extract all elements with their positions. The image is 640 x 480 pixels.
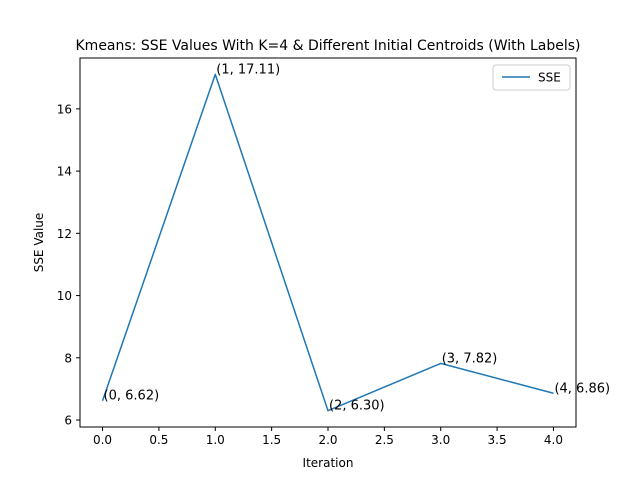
- legend: SSE: [492, 64, 571, 91]
- data-point-label: (1, 17.11): [216, 62, 280, 77]
- data-point-label: (0, 6.62): [104, 389, 160, 404]
- x-tick-label: 2.5: [375, 433, 394, 447]
- y-tick-label: 10: [57, 289, 72, 303]
- data-point-label: (4, 6.86): [554, 381, 610, 396]
- axes-frame: [79, 57, 577, 428]
- y-tick-label: 14: [57, 165, 72, 179]
- plot-area: 0.0 0.5 1.0 1.5 2.0 2.5 3.0 3.5 4.0 6 8 10 12 14 16 (0,…: [57, 62, 610, 447]
- x-tick-label: 0.5: [149, 433, 168, 447]
- data-point-label: (2, 6.30): [329, 399, 385, 414]
- legend-box: [492, 64, 571, 91]
- chart-title: Kmeans: SSE Values With K=4 & Different …: [76, 38, 581, 54]
- series-line-sse: [101, 73, 554, 412]
- x-tick-label: 1.0: [206, 433, 225, 447]
- y-axis-label: SSE Value: [32, 213, 46, 273]
- x-tick-label: 3.5: [488, 433, 507, 447]
- x-tick-label: 2.0: [318, 433, 337, 447]
- y-tick-label: 16: [57, 102, 72, 116]
- x-tick-label: 0.0: [93, 433, 112, 447]
- x-tick-label: 4.0: [544, 433, 563, 447]
- x-tick-label: 1.5: [262, 433, 281, 447]
- data-point-label: (3, 7.82): [442, 351, 498, 366]
- x-axis-label: Iteration: [303, 456, 354, 470]
- x-tick-label: 3.0: [431, 433, 450, 447]
- legend-label-sse: SSE: [538, 71, 561, 85]
- y-tick-label: 8: [64, 351, 72, 365]
- y-tick-label: 6: [64, 414, 72, 428]
- y-tick-label: 12: [57, 227, 72, 241]
